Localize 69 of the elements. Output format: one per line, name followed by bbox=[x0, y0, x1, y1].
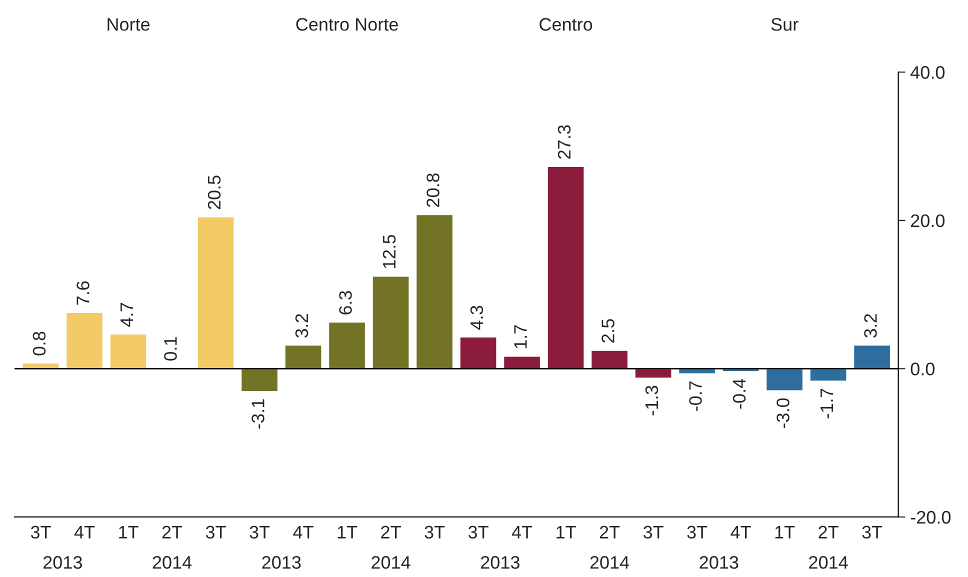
x-tick-label: 3T bbox=[30, 526, 51, 539]
data-label: 20.8 bbox=[426, 173, 440, 207]
data-label: -3.1 bbox=[252, 399, 264, 429]
bar bbox=[590, 349, 629, 370]
text: 2013 bbox=[700, 556, 738, 569]
y-tick-label: 40.0 bbox=[910, 66, 945, 79]
x-tick-label: 4T bbox=[730, 526, 751, 538]
bar bbox=[415, 214, 454, 370]
data-label: 1.7 bbox=[514, 325, 527, 348]
data-label: 4.3 bbox=[470, 306, 484, 330]
bar bbox=[284, 344, 323, 370]
y-tick-label: -20.0 bbox=[910, 510, 951, 524]
bar bbox=[108, 333, 148, 370]
text: Centro bbox=[540, 18, 592, 31]
x-tick-label: 1T bbox=[119, 526, 138, 538]
bar bbox=[546, 166, 586, 370]
text: 2013 bbox=[262, 556, 301, 569]
data-label: -1.7 bbox=[820, 388, 833, 418]
text: 2013 bbox=[43, 556, 82, 569]
data-label: -0.4 bbox=[732, 378, 746, 409]
x-tick-label: 3T bbox=[206, 526, 226, 539]
data-label: -0.7 bbox=[689, 381, 702, 411]
bar bbox=[328, 321, 366, 370]
text: 2014 bbox=[809, 556, 848, 569]
x-tick-label: 4T bbox=[512, 526, 532, 538]
data-label: 6.3 bbox=[339, 291, 352, 314]
x-tick-label: 4T bbox=[293, 526, 314, 538]
data-label: 3.2 bbox=[295, 314, 308, 338]
text: 2014 bbox=[372, 556, 410, 569]
text: Sur bbox=[771, 18, 798, 31]
x-tick-label: 3T bbox=[643, 526, 664, 539]
data-label: 0.1 bbox=[164, 337, 177, 361]
data-label: 4.7 bbox=[120, 302, 133, 327]
x-tick-label: 3T bbox=[687, 526, 708, 539]
bar bbox=[459, 336, 498, 370]
data-label: 20.5 bbox=[208, 176, 221, 210]
x-tick-label: 3T bbox=[250, 526, 270, 539]
x-tick-label: 4T bbox=[74, 526, 95, 538]
data-label: 7.6 bbox=[76, 281, 90, 305]
bar bbox=[371, 275, 410, 370]
y-tick-label: 20.0 bbox=[911, 214, 945, 228]
x-tick-label: 2T bbox=[600, 526, 620, 538]
text: 2014 bbox=[590, 556, 630, 569]
x-tick-label: 3T bbox=[424, 526, 445, 539]
y-tick-label: 0.0 bbox=[910, 362, 935, 376]
text: Centro Norte bbox=[296, 18, 398, 31]
data-label: -1.3 bbox=[645, 386, 658, 416]
text: 2013 bbox=[480, 556, 520, 569]
x-tick-label: 1T bbox=[556, 526, 576, 538]
x-tick-label: 2T bbox=[381, 526, 401, 538]
x-tick-label: 1T bbox=[338, 526, 358, 538]
text: Norte bbox=[108, 18, 150, 31]
bar bbox=[65, 312, 104, 370]
data-label: 0.8 bbox=[32, 332, 46, 356]
x-tick-label: 2T bbox=[818, 526, 838, 538]
data-label: 12.5 bbox=[382, 234, 396, 268]
x-tick-label: 3T bbox=[862, 526, 882, 539]
text: 2014 bbox=[152, 556, 192, 569]
x-tick-label: 3T bbox=[468, 526, 488, 539]
data-label: -3.0 bbox=[776, 398, 790, 428]
bar bbox=[196, 216, 236, 370]
data-label: 2.5 bbox=[602, 319, 614, 343]
bar bbox=[765, 368, 804, 392]
x-tick-label: 1T bbox=[775, 526, 795, 538]
data-label: 27.3 bbox=[558, 125, 571, 159]
x-tick-label: 2T bbox=[162, 526, 182, 538]
data-label: 3.2 bbox=[864, 314, 877, 338]
bar bbox=[240, 368, 279, 392]
bar bbox=[852, 344, 892, 370]
